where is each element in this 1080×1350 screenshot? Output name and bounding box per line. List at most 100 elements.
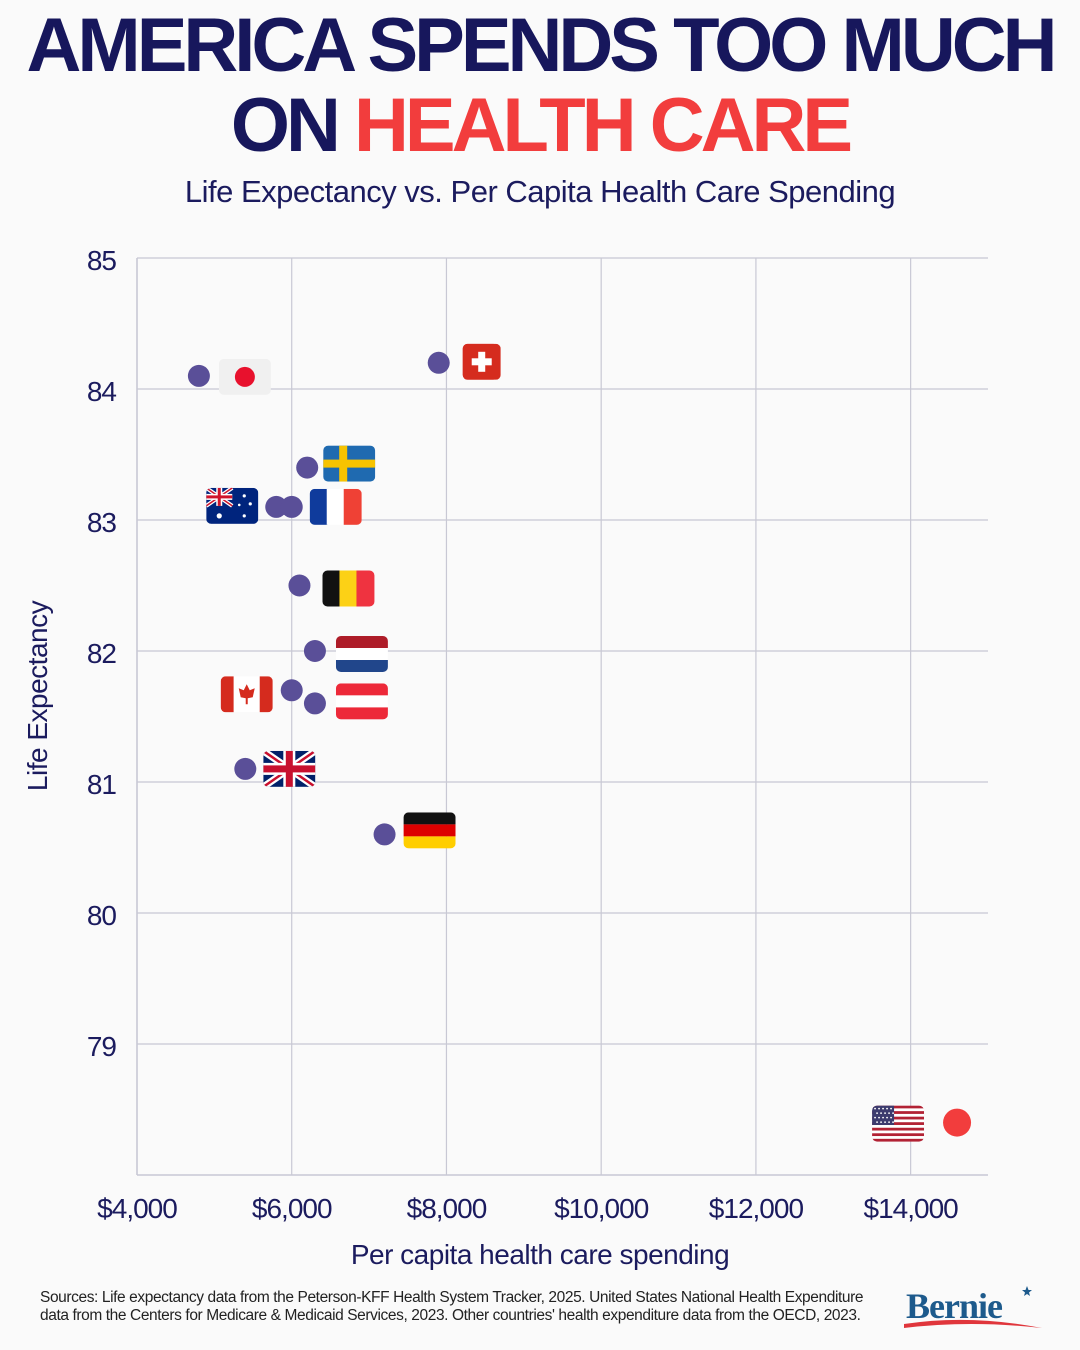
flag-star: [876, 1121, 878, 1123]
flag-star: [876, 1112, 878, 1114]
switzerland-flag: [462, 343, 501, 380]
bernie-logo: Bernie: [904, 1286, 1042, 1328]
headline-line-1: AMERICA SPENDS TOO MUCH: [26, 3, 1058, 88]
flag-stripe: [309, 488, 328, 525]
france-flag: [309, 488, 362, 525]
australia-flag: [206, 487, 259, 524]
flag-star: [874, 1116, 876, 1119]
flag-star: [892, 1112, 894, 1114]
flag-stripe: [872, 1122, 925, 1126]
x-tick-label: $14,000: [864, 1193, 959, 1224]
flag-star: [888, 1121, 890, 1123]
flag-disc: [234, 366, 255, 387]
flag-body: [323, 445, 376, 482]
y-tick-label: 79: [87, 1031, 117, 1062]
flag-star: [884, 1121, 886, 1123]
flag-body: [335, 683, 388, 720]
data-point-canada: Canada: [280, 679, 303, 702]
flag-star: [882, 1116, 884, 1119]
data-point-japan: Japan: [187, 364, 210, 387]
x-tick-label: $10,000: [554, 1193, 649, 1224]
flag-stripe: [339, 570, 358, 607]
flag-star: [880, 1112, 882, 1114]
flag-stripe: [872, 1108, 925, 1112]
flag-stripe: [403, 824, 456, 837]
flag-body: [206, 487, 259, 524]
flag-body: [403, 812, 456, 849]
svg-text:Bernie: Bernie: [906, 1286, 1003, 1326]
data-point-austria: Austria: [303, 692, 326, 715]
belgium-flag: [322, 570, 375, 607]
flag-body: [462, 343, 501, 380]
flag-body: [218, 358, 271, 395]
flag-stripe: [872, 1116, 925, 1120]
y-axis-label: Life Expectancy: [22, 600, 53, 791]
y-tick-label: 85: [87, 245, 117, 276]
flag-star: [890, 1116, 892, 1119]
scatter-chart: $4,000 $6,000 $8,000 $10,000 $12,000 $14,000 7…: [22, 245, 988, 1270]
data-point-australia: Australia: [265, 495, 288, 518]
x-tick-label: $6,000: [252, 1193, 332, 1224]
flag-stripe: [335, 636, 388, 648]
flag-cross: [478, 351, 486, 372]
flag-star: [882, 1107, 884, 1110]
flag-stripe: [872, 1105, 895, 1125]
flag-star: [890, 1107, 892, 1110]
flag-stripe: [335, 648, 388, 660]
flag-body: [309, 488, 362, 525]
flag-star: [892, 1121, 894, 1123]
usa-flag: [872, 1105, 925, 1142]
flag-star: [878, 1116, 880, 1119]
flag-star: [886, 1107, 888, 1110]
flag-star: [248, 502, 252, 506]
flag-stripe: [872, 1119, 925, 1123]
flag-stripe: [335, 660, 388, 672]
headline-line-2: ON HEALTH CARE: [0, 88, 1080, 164]
flag-stripe: [872, 1130, 925, 1134]
flag-stripe: [872, 1127, 925, 1131]
sweden-flag: [323, 445, 376, 482]
flag-stripe: [872, 1133, 925, 1137]
headline-highlight: HEALTH CARE: [354, 83, 853, 168]
x-tick-label: $4,000: [97, 1193, 177, 1224]
flag-stripe: [343, 488, 362, 525]
flag-stripe: [206, 495, 233, 499]
y-tick-label: 81: [87, 769, 117, 800]
flag-stripe: [220, 676, 234, 713]
flag-body: [220, 676, 273, 713]
flag-stripe: [335, 683, 388, 696]
flag-star: [216, 513, 222, 519]
data-point-united-states: United States: [943, 1108, 972, 1137]
x-axis-label: Per capita health care spending: [351, 1239, 729, 1270]
flag-stripe: [872, 1138, 925, 1142]
flag-stripe: [872, 1136, 925, 1140]
data-point-germany: Germany: [373, 823, 396, 846]
y-tick-label: 84: [87, 376, 117, 407]
flag-stripe: [322, 570, 341, 607]
headline-prefix: ON: [230, 83, 355, 168]
flag-star: [884, 1112, 886, 1114]
flag-body: [263, 750, 316, 787]
flag-stripe: [872, 1111, 925, 1115]
y-tick-label: 80: [87, 900, 117, 931]
flag-body: [335, 636, 388, 672]
maple-leaf: [238, 684, 255, 705]
flag-stripe: [356, 570, 375, 607]
data-point-belgium: Belgium: [288, 574, 311, 597]
flag-stripe: [403, 812, 456, 825]
data-point-netherlands: Netherlands: [303, 640, 326, 662]
flag-body: [322, 570, 375, 607]
sources-note: Sources: Life expectancy data from the P…: [40, 1289, 864, 1324]
data-point-united-kingdom: United Kingdom: [234, 757, 257, 780]
x-tick-label: $12,000: [709, 1193, 804, 1224]
austria-flag: [335, 683, 388, 720]
y-tick-label: 83: [87, 507, 117, 538]
chart-subtitle: Life Expectancy vs. Per Capita Health Ca…: [184, 174, 896, 209]
flag-stripe: [872, 1124, 925, 1129]
germany-flag: [403, 812, 456, 849]
flag-body: [872, 1105, 925, 1142]
flag-star: [886, 1116, 888, 1119]
flag-star: [880, 1121, 882, 1123]
canada-flag: [220, 676, 273, 713]
flag-stripe: [335, 695, 388, 708]
